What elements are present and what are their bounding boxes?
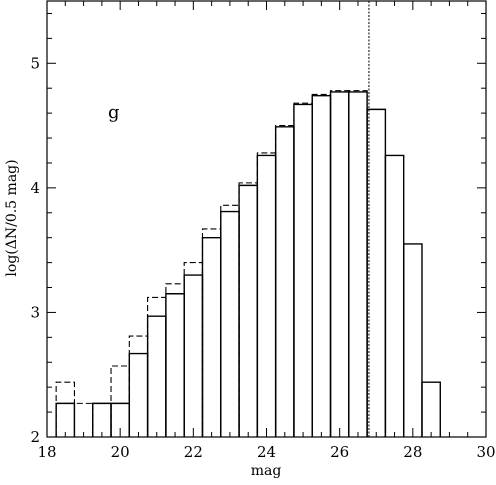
axis-ticks-layer [46, 1, 487, 438]
histogram-bin-dashed [329, 90, 350, 437]
histogram-bin-solid [402, 243, 423, 437]
histogram-bin-dashed [128, 335, 149, 437]
panel-label: g [108, 102, 120, 123]
tick-labels-layer: 18 20 22 24 26 28 30 2 3 4 5 [30, 54, 495, 461]
histogram-bin-dashed [165, 283, 185, 437]
histogram-bin-solid [165, 293, 185, 437]
x-tick-label: 20 [111, 443, 130, 461]
histogram-bin-solid [329, 91, 350, 437]
histogram-bin-solid [128, 352, 149, 437]
x-tick-label: 28 [403, 443, 422, 461]
histogram-bin-dashed [311, 93, 332, 437]
histogram-bin-solid [183, 274, 204, 437]
histogram-bin-solid [366, 108, 387, 437]
x-tick-label: 30 [476, 443, 495, 461]
y-tick-label: 5 [30, 54, 40, 72]
histogram-bin-solid [311, 94, 332, 437]
histogram-bin-solid [348, 91, 368, 437]
histogram-bin-dashed [293, 102, 313, 437]
histogram-bin-dashed [147, 296, 167, 437]
histogram-bin-dashed [220, 204, 240, 437]
x-tick-label: 24 [257, 443, 276, 461]
histogram-bin-solid [274, 126, 295, 437]
histogram-bin-solid [220, 210, 240, 437]
plot-frame [46, 0, 487, 438]
histogram-bin-solid [146, 315, 167, 437]
histogram-bin-solid [55, 402, 76, 437]
histogram-bin-solid [293, 103, 313, 437]
histogram-bin-dashed [183, 262, 204, 437]
x-tick-label: 26 [330, 443, 349, 461]
x-axis-label: mag [251, 463, 282, 479]
histogram-bin-dashed [256, 152, 277, 437]
histogram-bin-dashed [92, 402, 112, 437]
histogram-bin-dashed [73, 402, 94, 437]
histogram-bin-solid [256, 154, 277, 437]
histogram-bin-solid [201, 236, 222, 437]
histogram-bin-dashed [348, 90, 368, 437]
histogram-bin-dashed [201, 228, 222, 437]
y-axis-label: log(ΔN/0.5 mag) [4, 159, 20, 276]
x-tick-label: 18 [37, 443, 56, 461]
x-tick-label: 22 [184, 443, 203, 461]
histogram-bin-dashed [55, 381, 75, 437]
histogram-bin-solid [384, 154, 405, 437]
histogram-bin-solid [238, 184, 259, 437]
y-tick-label: 4 [30, 179, 40, 197]
histogram-bin-solid [421, 381, 441, 437]
y-tick-label: 3 [30, 303, 40, 321]
series-solid [55, 91, 441, 437]
histogram-bin-solid [92, 402, 112, 437]
histogram-bin-dashed [275, 125, 295, 437]
y-tick-label: 2 [30, 428, 40, 446]
series-dashed [55, 90, 368, 437]
histogram-bin-dashed [110, 365, 130, 437]
histogram-series-layer [55, 90, 441, 437]
histogram-bin-dashed [238, 182, 258, 437]
